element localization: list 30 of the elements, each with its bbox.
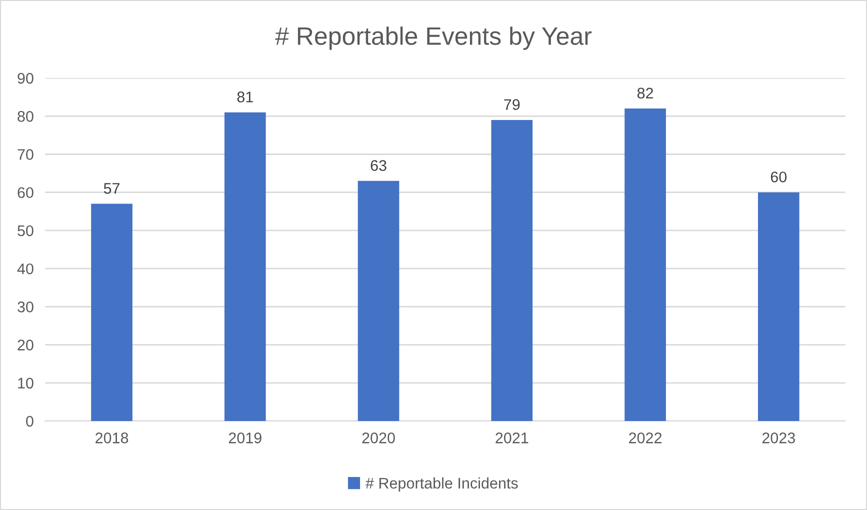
y-tick-label: 10 [18, 378, 34, 389]
data-label: 82 [637, 88, 653, 99]
x-tick-label: 2019 [228, 432, 262, 444]
data-label: 79 [504, 99, 520, 110]
chart-title: # Reportable Events by Year [275, 26, 592, 50]
bar [224, 112, 266, 422]
y-tick-label: 50 [18, 225, 34, 236]
bar [358, 180, 400, 422]
x-tick-label: 2021 [496, 432, 528, 444]
y-tick-label: 80 [18, 111, 34, 122]
data-label: 57 [104, 183, 120, 194]
data-label: 63 [370, 160, 386, 171]
y-tick-label: 30 [18, 302, 34, 312]
y-tick-label: 90 [18, 72, 34, 84]
y-tick-label: 70 [18, 149, 34, 160]
bar [624, 108, 666, 422]
bar [758, 192, 800, 422]
data-label: 81 [237, 92, 253, 102]
y-tick-label: 20 [18, 340, 34, 350]
legend-label: # Reportable Incidents [366, 477, 518, 492]
x-tick-label: 2018 [96, 432, 128, 444]
bar [491, 120, 533, 422]
bar [91, 204, 132, 422]
y-tick-label: 40 [17, 263, 34, 274]
x-tick-label: 2020 [362, 432, 395, 444]
y-tick-label: 0 [26, 416, 34, 427]
x-tick-label: 2023 [762, 432, 795, 444]
data-label: 60 [770, 172, 787, 182]
x-tick-label: 2022 [629, 432, 662, 444]
y-tick-label: 60 [18, 187, 34, 198]
